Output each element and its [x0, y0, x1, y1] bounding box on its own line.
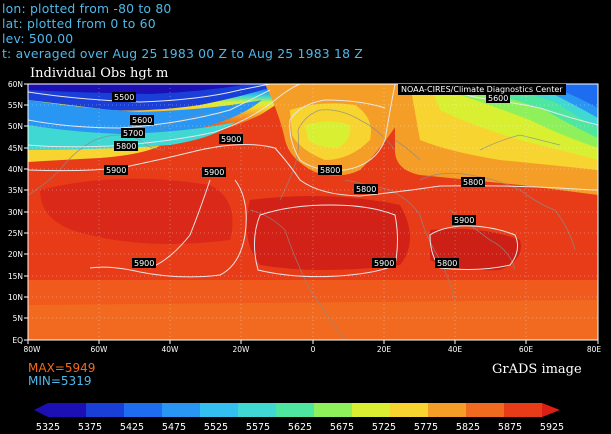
colorbar-swatch	[48, 403, 86, 417]
lat-tick-label: 10N	[8, 293, 23, 302]
lat-tick-label: 55N	[8, 101, 23, 110]
max-label: MAX=5949	[28, 361, 96, 375]
lat-axis: 60N 55N 50N 45N 40N 35N 30N 25N 20N 15N …	[8, 80, 23, 345]
contour-label: 5900	[106, 166, 126, 175]
lat-tick-label: 60N	[8, 80, 23, 89]
contour-label: 5900	[204, 168, 224, 177]
colorbar-label: 5825	[456, 422, 480, 433]
lon-axis: 80W 60W 40W 20W 0 20E 40E 60E 80E	[24, 345, 602, 354]
colorbar-swatch	[466, 403, 504, 417]
contour-label: 5700	[123, 129, 143, 138]
colorbar-label: 5875	[498, 422, 522, 433]
lat-tick-label: 15N	[8, 272, 23, 281]
colorbar-swatch	[276, 403, 314, 417]
lon-tick-label: 40E	[448, 345, 463, 354]
colorbar-label: 5325	[36, 422, 60, 433]
contour-label: 5500	[114, 93, 134, 102]
colorbar-swatch	[238, 403, 276, 417]
colorbar-swatch	[390, 403, 428, 417]
colorbar-label: 5375	[78, 422, 102, 433]
min-label: MIN=5319	[28, 374, 92, 388]
contour-label: 5900	[454, 216, 474, 225]
lat-tick-label: 40N	[8, 165, 23, 174]
colorbar-swatch	[314, 403, 352, 417]
colorbar-swatch	[504, 403, 542, 417]
colorbar-label: 5775	[414, 422, 438, 433]
colorbar-label: 5625	[288, 422, 312, 433]
lat-tick-label: 30N	[8, 208, 23, 217]
header-lev-line: lev: 500.00	[2, 31, 74, 46]
lat-tick-label: 35N	[8, 186, 23, 195]
contour-label: 5900	[221, 135, 241, 144]
contour-label: 5800	[437, 259, 457, 268]
colorbar-swatch	[352, 403, 390, 417]
header-lat-line: lat: plotted from 0 to 60	[2, 16, 156, 31]
lon-tick-label: 80W	[24, 345, 42, 354]
header-lon-line: lon: plotted from -80 to 80	[2, 1, 172, 16]
colorbar-label: 5925	[540, 422, 564, 433]
colorbar-label: 5425	[120, 422, 144, 433]
contour-label: 5800	[116, 142, 136, 151]
colorbar-label: 5525	[204, 422, 228, 433]
lon-tick-label: 80E	[587, 345, 602, 354]
lon-tick-label: 60W	[91, 345, 109, 354]
contour-label: 5900	[374, 259, 394, 268]
colorbar-label: 5475	[162, 422, 186, 433]
lat-tick-label: 50N	[8, 122, 23, 131]
colorbar-high-arrow	[542, 403, 560, 417]
colorbar-swatch	[428, 403, 466, 417]
colorbar-swatch	[124, 403, 162, 417]
contour-labels: 5500 5600 5700 5800 5900 5800 5900 5900 …	[104, 92, 510, 268]
contour-label: 5900	[134, 259, 154, 268]
colorbar-label: 5675	[330, 422, 354, 433]
credit-label: NOAA-CIRES/Climate Diagnostics Center	[398, 84, 566, 95]
lat-tick-label: EQ	[12, 336, 23, 345]
contour-label: 5800	[320, 166, 340, 175]
colorbar-swatch	[200, 403, 238, 417]
colorbar-low-arrow	[34, 403, 48, 417]
colorbar: 5325 5375 5425 5475 5525 5575 5625 5675 …	[34, 403, 564, 433]
lat-tick-label: 20N	[8, 250, 23, 259]
lat-tick-label: 5N	[13, 314, 23, 323]
contour-lines	[28, 84, 598, 278]
contour-label: 5800	[463, 178, 483, 187]
lon-tick-label: 0	[311, 345, 316, 354]
plot-title: Individual Obs hgt m	[30, 66, 169, 81]
contour-label: 5800	[356, 185, 376, 194]
grads-watermark: GrADS image	[492, 362, 582, 377]
header-time-line: t: averaged over Aug 25 1983 00 Z to Aug…	[2, 46, 363, 61]
colorbar-label: 5575	[246, 422, 270, 433]
lat-tick-label: 45N	[8, 144, 23, 153]
colorbar-swatch	[86, 403, 124, 417]
contour-label: 5600	[488, 94, 508, 103]
colorbar-swatch	[162, 403, 200, 417]
lat-tick-label: 25N	[8, 229, 23, 238]
graticule	[28, 84, 598, 340]
lon-tick-label: 20W	[233, 345, 251, 354]
colorbar-label: 5725	[372, 422, 396, 433]
lon-tick-label: 60E	[519, 345, 534, 354]
lon-tick-label: 40W	[162, 345, 180, 354]
lon-tick-label: 20E	[377, 345, 392, 354]
contour-label: 5600	[132, 116, 152, 125]
